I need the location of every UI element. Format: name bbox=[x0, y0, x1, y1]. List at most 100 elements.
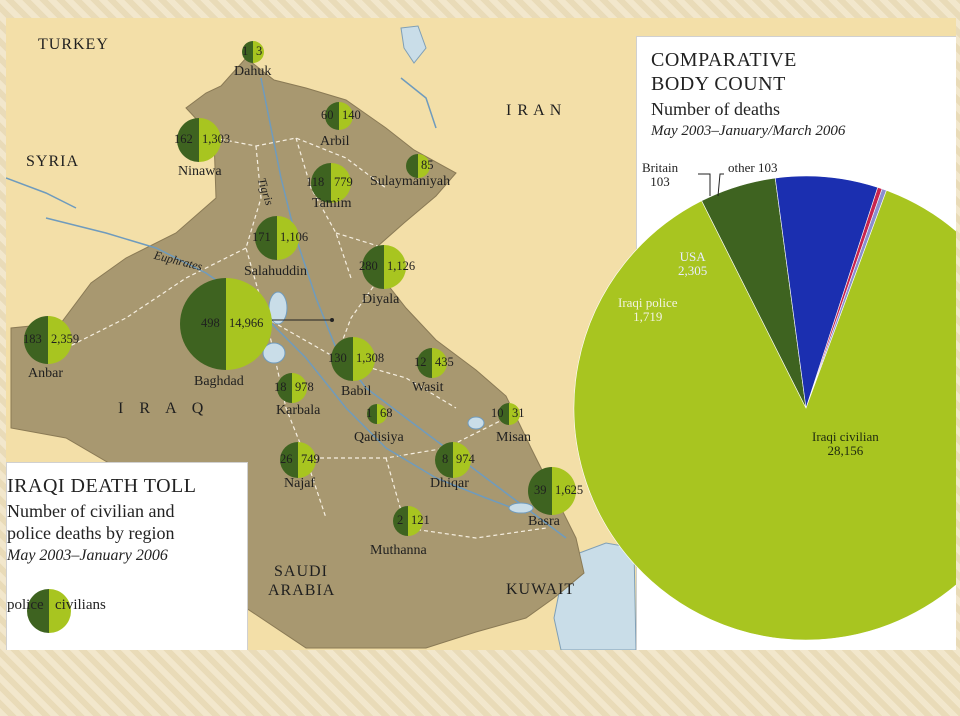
region-name-wasit: Wasit bbox=[412, 380, 444, 395]
police-count: 39 bbox=[534, 483, 547, 497]
legend-civilian-half bbox=[49, 589, 71, 633]
region-name-ninawa: Ninawa bbox=[178, 164, 222, 179]
police-count: 12 bbox=[414, 355, 427, 369]
slice-name: Iraqi civilian bbox=[812, 429, 879, 444]
country-label-iran: I R A N bbox=[506, 102, 563, 119]
lake bbox=[467, 416, 485, 430]
baghdad-dot bbox=[330, 318, 334, 322]
slice-name: Britain bbox=[642, 160, 679, 175]
police-count: 8 bbox=[442, 452, 449, 466]
police-count: 162 bbox=[174, 132, 193, 146]
region-pie-ninawa bbox=[177, 118, 221, 162]
slide-bottom-band bbox=[0, 650, 960, 716]
police-half bbox=[177, 118, 199, 162]
police-half bbox=[498, 403, 509, 425]
region-name-qadisiya: Qadisiya bbox=[354, 430, 404, 445]
pie-label-britain: Britain 103 bbox=[642, 161, 678, 189]
civilians-count: 978 bbox=[295, 380, 314, 394]
civilian-half bbox=[253, 41, 264, 63]
civilian-half bbox=[353, 337, 375, 381]
region-name-karbala: Karbala bbox=[276, 403, 321, 418]
civilians-count: 2,359 bbox=[51, 332, 80, 346]
civilian-half bbox=[408, 506, 423, 536]
region-pie-dhiqar bbox=[435, 442, 471, 478]
iraq-land bbox=[10, 57, 585, 649]
civilians-count: 1,625 bbox=[555, 483, 584, 497]
police-half bbox=[255, 216, 277, 260]
civilian-half bbox=[331, 163, 351, 203]
civilians-count: 749 bbox=[301, 452, 320, 466]
slice-value: 28,156 bbox=[827, 443, 864, 458]
slice-value: 2,305 bbox=[678, 263, 708, 278]
region-pie-anbar bbox=[24, 316, 72, 364]
region-name-dhiqar: Dhiqar bbox=[430, 476, 469, 491]
civilian-half bbox=[384, 245, 406, 289]
legend-police-half bbox=[27, 589, 49, 633]
police-half bbox=[277, 373, 292, 403]
region-name-misan: Misan bbox=[496, 430, 531, 445]
civilians-count: 3 bbox=[256, 44, 263, 58]
country-label-arabia: ARABIA bbox=[268, 582, 336, 599]
civilians-count: 1,106 bbox=[280, 230, 309, 244]
region-name-najaf: Najaf bbox=[284, 476, 316, 491]
region-pie-sulaymaniyah bbox=[406, 154, 430, 178]
comparative-title2: BODY COUNT bbox=[651, 73, 786, 95]
police-count: 1 bbox=[366, 406, 373, 420]
slice-name: USA bbox=[679, 249, 706, 264]
legend-line1: Number of civilian and bbox=[7, 501, 175, 521]
slice-value: 1,719 bbox=[633, 309, 663, 324]
police-half bbox=[528, 467, 552, 515]
comparative-dates: May 2003–January/March 2006 bbox=[651, 123, 846, 139]
country-label-turkey: TURKEY bbox=[38, 36, 109, 53]
comparative-title1: COMPARATIVE bbox=[651, 49, 797, 71]
civilian-half bbox=[552, 467, 576, 515]
civilians-count: 68 bbox=[380, 406, 393, 420]
police-count: 130 bbox=[328, 351, 347, 365]
slice-value: 103 bbox=[650, 174, 670, 189]
civilian-half bbox=[226, 278, 272, 370]
region-pie-baghdad bbox=[180, 278, 272, 370]
police-half bbox=[406, 154, 418, 178]
iraq-map bbox=[6, 25, 637, 650]
country-label-kuwait: KUWAIT bbox=[506, 581, 576, 598]
country-label-iraq: I R A Q bbox=[118, 400, 210, 417]
slice-name: other bbox=[728, 160, 758, 175]
legend-title: IRAQI DEATH TOLL bbox=[7, 475, 197, 497]
comparative-subtitle: Number of deaths bbox=[651, 99, 780, 119]
map-page: TURKEY SYRIA I R A N I R A Q SAUDI ARABI… bbox=[6, 18, 956, 650]
police-half bbox=[24, 316, 48, 364]
country-label-saudi: SAUDI bbox=[274, 563, 328, 580]
police-half bbox=[393, 506, 408, 536]
legend-police-label: police bbox=[7, 597, 44, 613]
civilians-count: 31 bbox=[512, 406, 525, 420]
lake bbox=[262, 342, 286, 364]
civilian-half bbox=[199, 118, 221, 162]
civilian-half bbox=[509, 403, 520, 425]
police-half bbox=[435, 442, 453, 478]
police-half bbox=[362, 245, 384, 289]
civilian-half bbox=[292, 373, 307, 403]
civilian-half bbox=[377, 404, 387, 424]
legend-panel: IRAQI DEATH TOLL Number of civilian and … bbox=[6, 462, 248, 650]
police-half bbox=[325, 102, 339, 130]
civilians-count: 1,126 bbox=[387, 259, 416, 273]
region-pie-dahuk bbox=[242, 41, 264, 63]
civilians-count: 974 bbox=[456, 452, 475, 466]
legend-line2: police deaths by region bbox=[7, 523, 175, 543]
police-half bbox=[417, 348, 432, 378]
province-borders bbox=[65, 137, 547, 539]
region-pie-basra bbox=[528, 467, 576, 515]
police-count: 183 bbox=[23, 332, 42, 346]
region-name-salahuddin: Salahuddin bbox=[244, 264, 307, 279]
region-pie-wasit bbox=[417, 348, 447, 378]
police-count: 18 bbox=[274, 380, 287, 394]
region-name-basra: Basra bbox=[528, 514, 560, 529]
legend-civilians-label: civilians bbox=[55, 597, 106, 613]
civilian-half bbox=[418, 154, 430, 178]
pie-label-iraqi-civilian: Iraqi civilian 28,156 bbox=[812, 430, 879, 458]
police-half bbox=[331, 337, 353, 381]
region-pie-najaf bbox=[280, 442, 316, 478]
region-pie-diyala bbox=[362, 245, 406, 289]
region-pie-misan bbox=[498, 403, 520, 425]
civilian-half bbox=[48, 316, 72, 364]
